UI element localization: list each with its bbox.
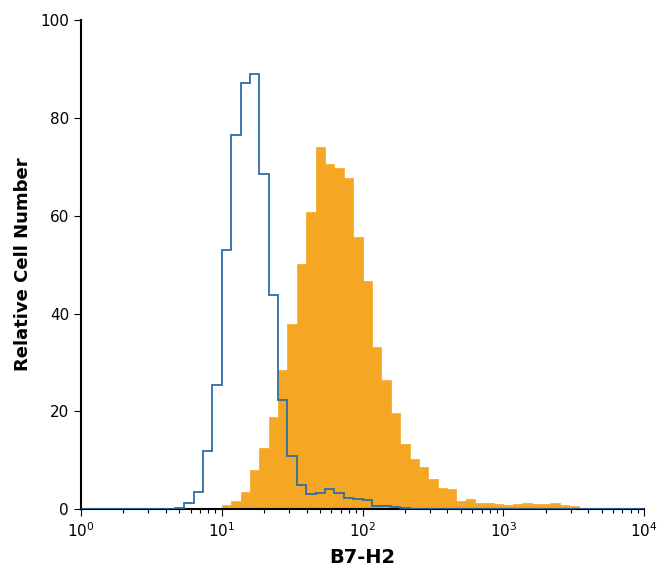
Y-axis label: Relative Cell Number: Relative Cell Number	[14, 158, 32, 371]
X-axis label: B7-H2: B7-H2	[329, 548, 396, 567]
